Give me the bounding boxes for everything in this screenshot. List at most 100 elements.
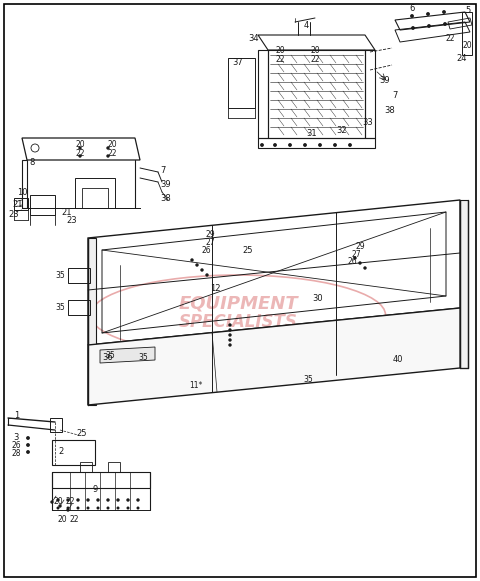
Text: 38: 38 [384, 106, 396, 114]
Polygon shape [88, 238, 96, 405]
Circle shape [364, 267, 366, 269]
Text: 9: 9 [92, 486, 97, 494]
Circle shape [261, 144, 263, 146]
Text: 21: 21 [62, 207, 72, 217]
Circle shape [67, 509, 69, 511]
Circle shape [137, 507, 139, 509]
Text: 11*: 11* [189, 381, 203, 389]
Circle shape [107, 499, 109, 501]
Circle shape [107, 155, 109, 157]
Circle shape [97, 499, 99, 501]
Circle shape [107, 147, 109, 149]
Circle shape [229, 339, 231, 341]
Text: 25: 25 [243, 246, 253, 254]
Text: 28: 28 [11, 449, 21, 457]
Text: 12: 12 [210, 284, 220, 292]
Circle shape [127, 507, 129, 509]
Text: 39: 39 [380, 76, 390, 84]
Circle shape [67, 499, 69, 501]
Text: 33: 33 [362, 117, 373, 127]
Text: 8: 8 [29, 157, 35, 167]
Circle shape [97, 507, 99, 509]
Text: 35: 35 [105, 352, 115, 360]
Circle shape [412, 27, 414, 29]
Circle shape [359, 262, 361, 264]
Text: 22: 22 [445, 34, 455, 42]
Circle shape [229, 329, 231, 331]
Text: 20: 20 [53, 497, 63, 507]
Circle shape [57, 499, 59, 501]
Text: 10: 10 [17, 188, 27, 196]
Text: 22: 22 [69, 515, 79, 525]
Circle shape [444, 23, 446, 25]
Text: 22: 22 [75, 149, 85, 157]
Text: 25: 25 [77, 429, 87, 437]
Text: 20: 20 [462, 41, 472, 49]
Circle shape [117, 507, 119, 509]
Text: 29: 29 [205, 229, 215, 238]
Polygon shape [100, 347, 155, 363]
Text: 39: 39 [160, 180, 170, 188]
Circle shape [411, 15, 413, 17]
Circle shape [319, 144, 321, 146]
Circle shape [274, 144, 276, 146]
Text: 20: 20 [275, 45, 285, 55]
Text: 20: 20 [57, 515, 67, 525]
Text: 26: 26 [347, 256, 357, 266]
Text: 22: 22 [275, 55, 285, 63]
Circle shape [289, 144, 291, 146]
Text: 4: 4 [303, 20, 309, 30]
Text: 24: 24 [457, 53, 467, 63]
Text: 20: 20 [75, 139, 85, 149]
Circle shape [349, 144, 351, 146]
Circle shape [201, 269, 203, 271]
Circle shape [304, 144, 306, 146]
Circle shape [51, 501, 53, 503]
Text: 27: 27 [351, 249, 361, 259]
Circle shape [427, 13, 429, 15]
Text: 38: 38 [160, 193, 171, 203]
Circle shape [137, 499, 139, 501]
Text: 35: 35 [55, 303, 65, 311]
Circle shape [191, 259, 193, 261]
Text: EQUIPMENT: EQUIPMENT [178, 294, 298, 312]
Circle shape [206, 274, 208, 276]
Circle shape [87, 507, 89, 509]
Circle shape [27, 444, 29, 446]
Circle shape [67, 507, 69, 509]
Text: 35: 35 [138, 353, 148, 363]
Circle shape [229, 324, 231, 326]
Text: 26: 26 [11, 440, 21, 450]
Circle shape [196, 264, 198, 266]
Text: 1: 1 [14, 411, 19, 419]
Circle shape [127, 499, 129, 501]
Circle shape [79, 147, 81, 149]
Circle shape [27, 437, 29, 439]
Text: 30: 30 [312, 293, 324, 303]
Text: 26: 26 [201, 246, 211, 254]
Text: 23: 23 [67, 216, 77, 224]
Text: 31: 31 [307, 128, 317, 138]
Text: 37: 37 [232, 58, 243, 66]
Text: SPECIALISTS: SPECIALISTS [179, 313, 298, 331]
Text: 22: 22 [310, 55, 320, 63]
Circle shape [229, 344, 231, 346]
Text: 22: 22 [107, 149, 117, 157]
Text: 20: 20 [107, 139, 117, 149]
Circle shape [77, 507, 79, 509]
Text: 7: 7 [392, 91, 398, 99]
Circle shape [428, 25, 430, 27]
Text: 35: 35 [55, 271, 65, 279]
Polygon shape [460, 200, 468, 368]
Circle shape [27, 451, 29, 453]
Text: 2: 2 [58, 447, 63, 457]
Text: 35: 35 [303, 375, 313, 385]
Circle shape [443, 11, 445, 13]
Text: 7: 7 [160, 166, 166, 174]
Circle shape [59, 505, 61, 507]
Text: 34: 34 [248, 34, 259, 42]
Text: 21: 21 [13, 199, 23, 209]
Circle shape [107, 507, 109, 509]
Polygon shape [88, 308, 460, 405]
Text: 29: 29 [355, 242, 365, 250]
